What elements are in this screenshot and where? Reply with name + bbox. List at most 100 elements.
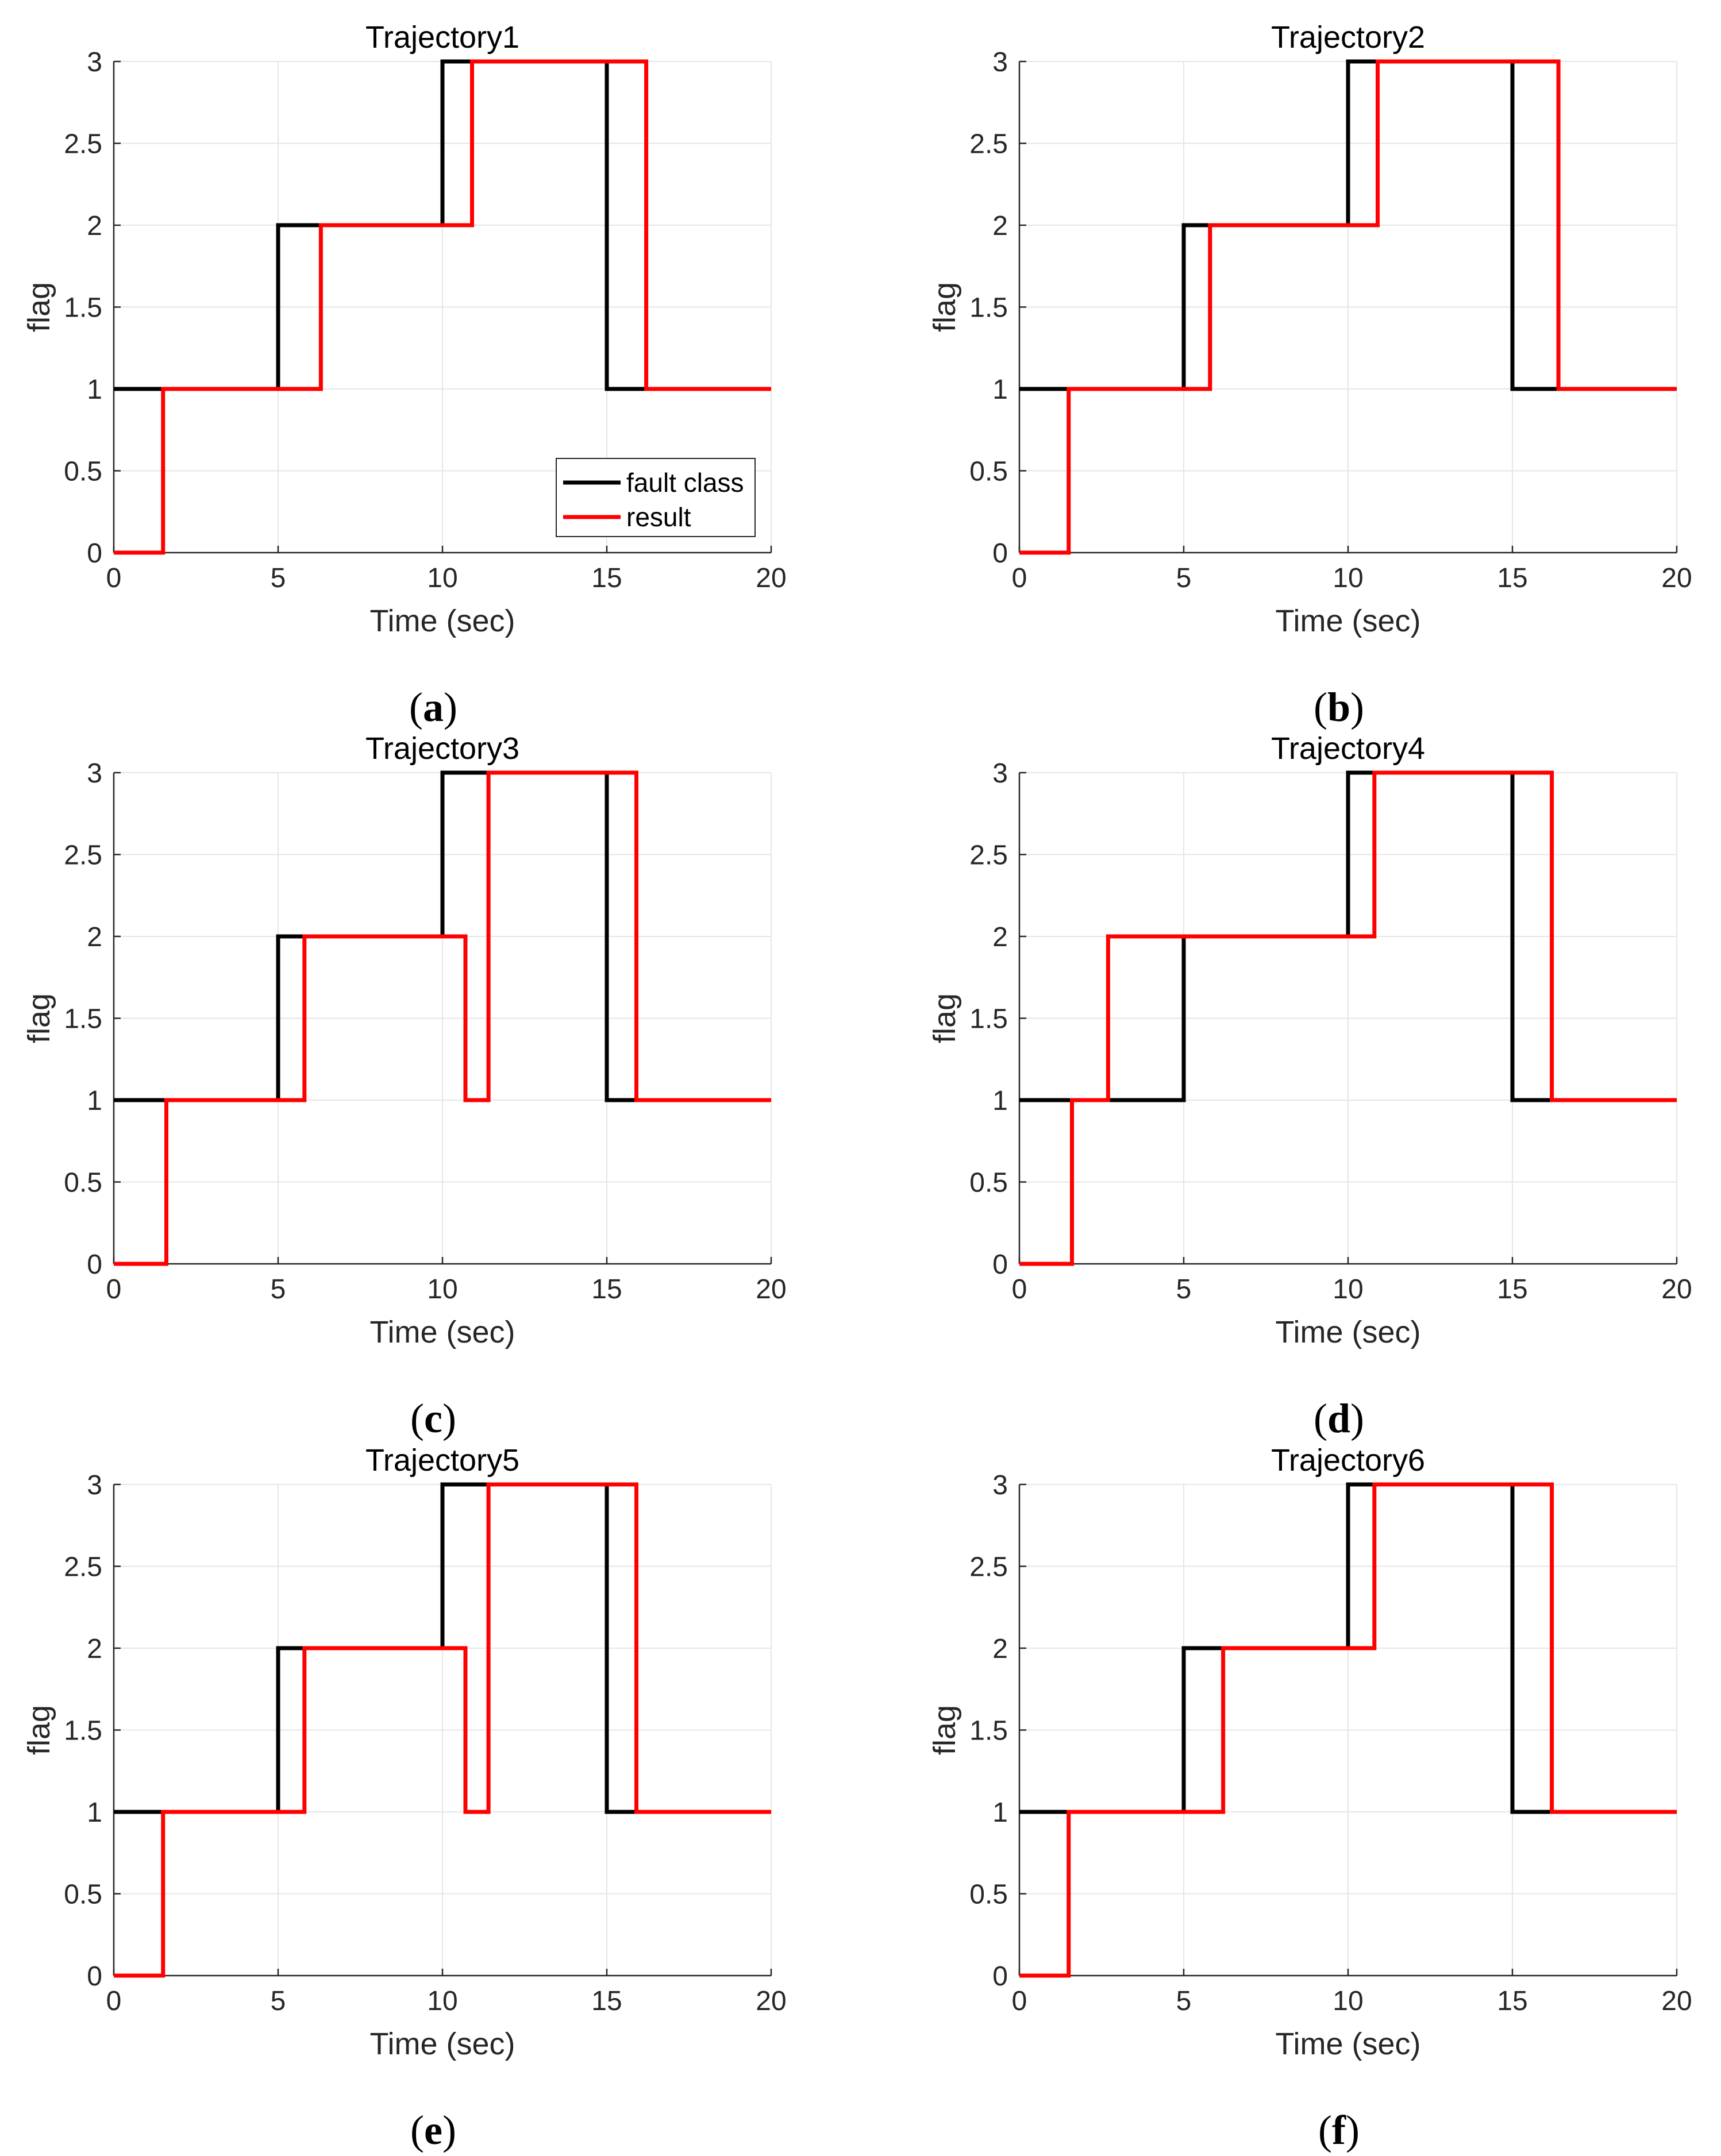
chart-4-y-tick-label-6: 3 xyxy=(992,758,1008,789)
chart-1-y-tick-label-0: 0 xyxy=(87,538,102,569)
chart-3-x-tick-label-2: 10 xyxy=(427,1274,457,1305)
chart-6-x-tick-label-4: 20 xyxy=(1661,1986,1692,2016)
chart-2-series-group xyxy=(1019,59,1677,555)
chart-4-y-tick-label-4: 2 xyxy=(992,922,1008,952)
chart-5-x-tick-label-0: 0 xyxy=(106,1986,122,2016)
chart-6-y-tick-label-4: 2 xyxy=(992,1634,1008,1664)
chart-1-x-tick-label-0: 0 xyxy=(106,563,122,593)
chart-3-x-tick-label-1: 5 xyxy=(271,1274,286,1305)
chart-1-legend: fault class result xyxy=(556,458,756,537)
chart-6-x-tick-label-0: 0 xyxy=(1012,1986,1027,2016)
chart-3-y-label: flag xyxy=(22,993,56,1043)
chart-6-y-tick-label-2: 1 xyxy=(992,1798,1008,1828)
chart-2-title: Trajectory2 xyxy=(1271,20,1425,55)
chart-1-y-tick-label-5: 2.5 xyxy=(64,129,102,160)
chart-1-series-result-line xyxy=(114,59,771,555)
chart-4-y-label: flag xyxy=(927,993,962,1043)
chart-2-panel-label: (b) xyxy=(1314,684,1364,730)
chart-3-y-tick-label-4: 2 xyxy=(87,922,102,952)
chart-5-series-fault-class-line xyxy=(114,1482,771,1814)
chart-4-series-result-line xyxy=(1019,770,1677,1266)
chart-1-y-label: flag xyxy=(22,282,56,332)
chart-5-y-tick-label-2: 1 xyxy=(87,1798,102,1828)
chart-2-series-fault-class-line xyxy=(1019,59,1677,391)
chart-5-y-tick-label-6: 3 xyxy=(87,1470,102,1501)
chart-1-y-tick-label-1: 0.5 xyxy=(64,457,102,487)
chart-6-y-tick-label-6: 3 xyxy=(992,1470,1008,1501)
chart-6-x-tick-label-3: 15 xyxy=(1497,1986,1527,2016)
chart-3-x-label: Time (sec) xyxy=(370,1315,515,1349)
chart-2-y-tick-label-4: 2 xyxy=(992,211,1008,241)
chart-5-panel-label: (e) xyxy=(410,2107,456,2153)
chart-3-x-tick-label-0: 0 xyxy=(106,1274,122,1305)
chart-5-y-tick-label-3: 1.5 xyxy=(64,1716,102,1746)
chart-3-panel: 0 5 10 15 20 0 0.5 1 1.5 2 2.5 3 Trajectory3 Time (se… xyxy=(22,731,787,1441)
chart-6-y-tick-label-3: 1.5 xyxy=(969,1716,1008,1746)
chart-1-x-tick-label-2: 10 xyxy=(427,563,457,593)
chart-4-series-fault-class-line xyxy=(1019,770,1677,1102)
chart-6-panel-label: (f) xyxy=(1318,2107,1360,2153)
chart-1-panel: 0 5 10 15 20 0 0.5 1 1.5 2 2.5 3 Trajectory1 Time (se… xyxy=(22,20,787,730)
chart-5-y-tick-label-4: 2 xyxy=(87,1634,102,1664)
chart-4-x-tick-label-2: 10 xyxy=(1333,1274,1363,1305)
chart-4-panel: 0 5 10 15 20 0 0.5 1 1.5 2 2.5 3 Trajectory4 Time (se… xyxy=(927,731,1692,1441)
chart-3-y-tick-label-2: 1 xyxy=(87,1086,102,1116)
chart-4-panel-label: (d) xyxy=(1314,1395,1364,1441)
chart-2-y-label: flag xyxy=(927,282,962,332)
chart-3-y-tick-label-1: 0.5 xyxy=(64,1168,102,1198)
chart-4-x-tick-label-1: 5 xyxy=(1176,1274,1192,1305)
chart-1-legend-label-result: result xyxy=(626,502,691,532)
chart-5-y-label: flag xyxy=(22,1705,56,1755)
chart-4-y-tick-label-1: 0.5 xyxy=(969,1168,1008,1198)
chart-5-y-tick-label-5: 2.5 xyxy=(64,1552,102,1583)
chart-4-x-tick-label-0: 0 xyxy=(1012,1274,1027,1305)
chart-5-x-tick-label-3: 15 xyxy=(591,1986,622,2016)
chart-1-legend-label-fault-class: fault class xyxy=(626,468,744,497)
chart-3-x-tick-label-4: 20 xyxy=(756,1274,786,1305)
chart-6-y-tick-label-5: 2.5 xyxy=(969,1552,1008,1583)
chart-5-x-tick-label-1: 5 xyxy=(271,1986,286,2016)
chart-2-y-tick-label-0: 0 xyxy=(992,538,1008,569)
chart-5-series-result-line xyxy=(114,1482,771,1978)
chart-3-panel-label: (c) xyxy=(410,1395,456,1441)
chart-4-series-group xyxy=(1019,770,1677,1266)
chart-2-x-tick-label-3: 15 xyxy=(1497,563,1527,593)
chart-6-series-fault-class-line xyxy=(1019,1482,1677,1814)
chart-5-x-tick-label-4: 20 xyxy=(756,1986,786,2016)
chart-5-series-group xyxy=(114,1482,771,1978)
chart-3-title: Trajectory3 xyxy=(365,731,519,766)
chart-4-y-tick-label-3: 1.5 xyxy=(969,1004,1008,1035)
chart-1-x-tick-label-3: 15 xyxy=(591,563,622,593)
chart-3-series-result-line xyxy=(114,770,771,1266)
chart-1-series-fault-class-line xyxy=(114,59,771,391)
chart-3-y-tick-label-5: 2.5 xyxy=(64,840,102,871)
chart-2-y-tick-label-3: 1.5 xyxy=(969,293,1008,323)
chart-1-y-tick-label-6: 3 xyxy=(87,47,102,78)
chart-2-panel: 0 5 10 15 20 0 0.5 1 1.5 2 2.5 3 Trajectory2 Time (se… xyxy=(927,20,1692,730)
chart-1-y-tick-label-2: 1 xyxy=(87,375,102,405)
chart-3-x-tick-label-3: 15 xyxy=(591,1274,622,1305)
chart-2-x-label: Time (sec) xyxy=(1276,604,1421,638)
chart-4-y-tick-label-5: 2.5 xyxy=(969,840,1008,871)
chart-1-x-label: Time (sec) xyxy=(370,604,515,638)
chart-2-x-tick-label-2: 10 xyxy=(1333,563,1363,593)
chart-1-x-tick-label-1: 5 xyxy=(271,563,286,593)
chart-6-y-label: flag xyxy=(927,1705,962,1755)
chart-6-y-tick-label-0: 0 xyxy=(992,1961,1008,1992)
chart-6-x-label: Time (sec) xyxy=(1276,2027,1421,2061)
chart-4-y-tick-label-2: 1 xyxy=(992,1086,1008,1116)
chart-3-y-tick-label-3: 1.5 xyxy=(64,1004,102,1035)
chart-3-y-tick-label-6: 3 xyxy=(87,758,102,789)
chart-1-legend-box xyxy=(556,458,756,537)
chart-1-title: Trajectory1 xyxy=(365,20,519,55)
chart-6-x-tick-label-2: 10 xyxy=(1333,1986,1363,2016)
chart-2-x-tick-label-0: 0 xyxy=(1012,563,1027,593)
chart-6-y-tick-label-1: 0.5 xyxy=(969,1880,1008,1910)
chart-2-series-result-line xyxy=(1019,59,1677,555)
chart-2-x-tick-label-4: 20 xyxy=(1661,563,1692,593)
chart-5-title: Trajectory5 xyxy=(365,1443,519,1478)
chart-6-panel: 0 5 10 15 20 0 0.5 1 1.5 2 2.5 3 Trajectory6 Time (se… xyxy=(927,1443,1692,2153)
chart-2-y-tick-label-5: 2.5 xyxy=(969,129,1008,160)
chart-5-y-tick-label-1: 0.5 xyxy=(64,1880,102,1910)
chart-4-title: Trajectory4 xyxy=(1271,731,1425,766)
